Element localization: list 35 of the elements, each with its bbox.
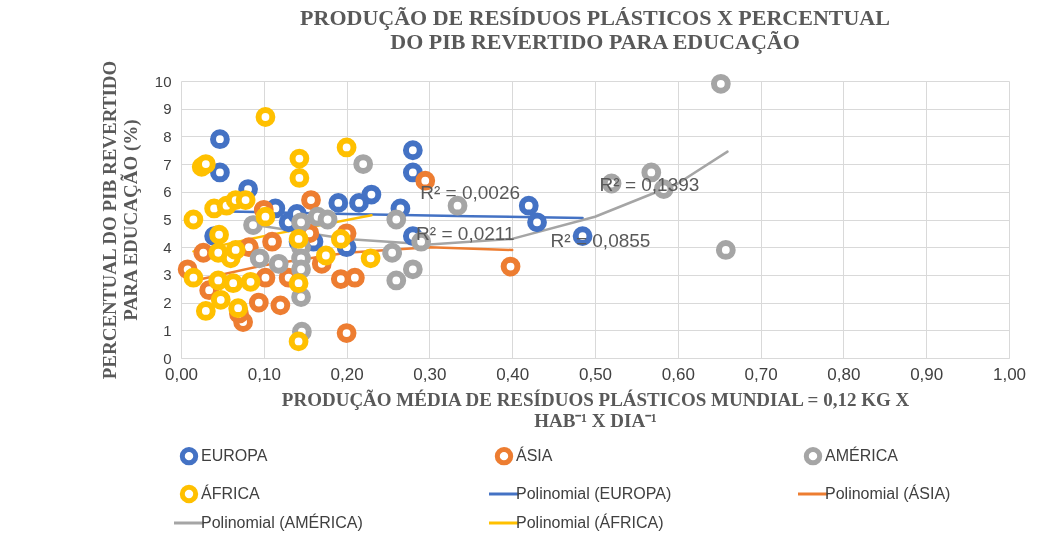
- legend-label: ÁFRICA: [201, 484, 260, 502]
- y-tick-label: 1: [163, 321, 172, 339]
- y-tick-label: 10: [154, 72, 172, 90]
- x-tick-label: 0,80: [827, 364, 861, 384]
- annotation: R² = 0,0211: [416, 222, 515, 244]
- legend-label: AMÉRICA: [825, 446, 899, 465]
- x-tick-label: 0,20: [330, 364, 364, 384]
- y-axis-title: PERCENTUAL DO PIB REVERTIDO PARA EDUCAÇÃO (%): [98, 60, 142, 380]
- x-tick-label: 0,10: [247, 364, 281, 384]
- x-tick-label: 0,60: [661, 364, 695, 384]
- y-tick-label: 9: [163, 100, 172, 118]
- x-tick-label: 0,50: [578, 364, 613, 384]
- legend-label: ÁSIA: [516, 446, 553, 465]
- chart-title: PRODUÇÃO DE RESÍDUOS PLÁSTICOS X PERCENTUAL DO PIB REVERTIDO PARA EDUCAÇÃO: [300, 4, 890, 54]
- y-tick-label: 5: [163, 211, 172, 228]
- legend-label: Polinomial (EUROPA): [516, 485, 672, 502]
- x-axis-title: PRODUÇÃO MÉDIA DE RESÍDUOS PLÁSTICOS MUNDIAL = 0,12 KG X HAB⁻¹ X DIA⁻¹: [281, 388, 910, 431]
- y-tick-label: 8: [163, 127, 172, 145]
- x-tick-label: 0,30: [413, 364, 447, 384]
- y-tick-label: 6: [163, 183, 172, 201]
- y-tick-label: 7: [163, 155, 172, 173]
- annotation: R² = 0,0026: [420, 181, 521, 203]
- y-tick-label: 4: [163, 238, 172, 256]
- legend-label: EUROPA: [201, 447, 268, 465]
- y-tick-label: 2: [163, 294, 172, 312]
- y-tick-label: 3: [163, 266, 172, 284]
- legend-label: Polinomial (AMÉRICA): [201, 513, 363, 531]
- legend-label: Polinomial (ÁSIA): [825, 484, 951, 502]
- legend-label: Polinomial (ÁFRICA): [516, 513, 664, 531]
- x-tick-label: 0,70: [744, 364, 778, 384]
- x-tick-label: 0,90: [910, 364, 944, 384]
- y-tick-label: 0: [163, 349, 172, 367]
- x-tick-label: 0,40: [496, 364, 530, 384]
- x-tick-label: 1,00: [992, 364, 1027, 384]
- x-tick-label: 0,00: [164, 364, 199, 384]
